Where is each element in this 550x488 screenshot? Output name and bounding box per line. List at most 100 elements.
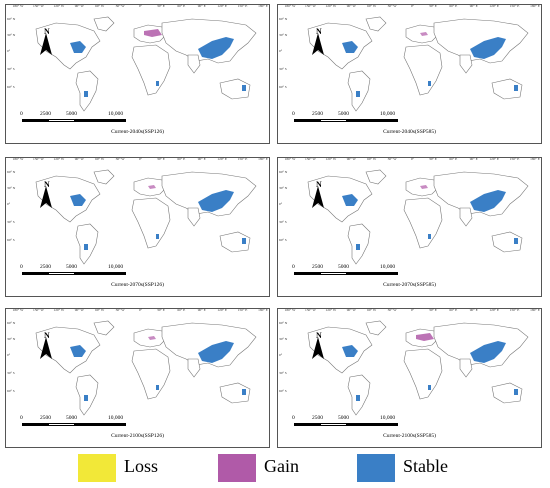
map-panel: 180° W 150° W 120° W 90° W 60° W 30° W 0° 30° E… xyxy=(5,308,270,448)
north-arrow-icon xyxy=(40,186,52,208)
scale-label: 5000 xyxy=(338,111,349,117)
latitude-label: 60° N xyxy=(279,17,288,21)
asia-outline xyxy=(161,171,257,217)
greenland-outline xyxy=(93,320,115,336)
latitude-label: 0° xyxy=(7,202,11,206)
gain-area-europe xyxy=(148,185,156,189)
stable-area-east-asia xyxy=(470,190,506,212)
longitude-label: 30° E xyxy=(156,4,165,8)
longitude-label: 90° W xyxy=(346,157,356,161)
africa-outline xyxy=(131,348,171,400)
latitude-label: 30° N xyxy=(279,33,288,37)
longitude-label: 120° E xyxy=(489,4,499,8)
north-label: N xyxy=(44,180,50,189)
scale-label: 5000 xyxy=(338,264,349,270)
latitude-label: 30° S xyxy=(7,67,15,71)
latitude-label: 30° N xyxy=(7,186,16,190)
latitude-label: 60° S xyxy=(279,238,287,242)
north-arrow-icon xyxy=(40,337,52,359)
scale-bar: 0 2500 5000 10,000 xyxy=(292,415,402,429)
asia-outline xyxy=(161,322,257,368)
scale-segments xyxy=(294,272,398,275)
longitude-label: 180° E xyxy=(258,157,268,161)
stable-area-north-america xyxy=(70,194,86,206)
latitude-label: 30° S xyxy=(279,67,287,71)
longitude-label: 90° W xyxy=(346,4,356,8)
stable-area-east-asia xyxy=(198,37,234,59)
australia-outline xyxy=(491,78,523,100)
scale-label: 10,000 xyxy=(108,415,124,421)
latitude-label: 30° S xyxy=(7,371,15,375)
map-panel: 180° W 150° W 120° W 90° W 60° W 30° W 0° 30° E… xyxy=(277,4,542,144)
latitude-labels: 60° N 30° N 0° 30° S 60° S xyxy=(7,5,17,143)
latitude-label: 60° N xyxy=(279,321,288,325)
stable-area-africa xyxy=(156,385,159,390)
longitude-label: 0° xyxy=(410,157,415,161)
longitude-label: 150° E xyxy=(509,308,520,312)
longitude-label: 120° E xyxy=(217,157,227,161)
stable-area-north-america xyxy=(70,345,86,357)
longitude-label: 120° E xyxy=(217,308,227,312)
latitude-label: 30° S xyxy=(7,220,15,224)
scale-label: 0 xyxy=(292,111,295,117)
north-arrow-icon xyxy=(312,33,324,55)
longitude-label: 150° E xyxy=(509,4,520,8)
longitude-label: 120° E xyxy=(489,157,499,161)
scale-bar: 0 2500 5000 10,000 xyxy=(20,415,130,429)
stable-area-africa xyxy=(428,234,431,239)
asia-outline xyxy=(433,322,529,368)
longitude-label: 30° E xyxy=(156,308,165,312)
longitude-label: 180° E xyxy=(530,308,540,312)
longitude-label: 30° W xyxy=(387,157,397,161)
scale-label: 2500 xyxy=(40,111,51,117)
longitude-label: 150° W xyxy=(33,4,44,8)
longitude-label: 90° E xyxy=(469,308,478,312)
australia-outline xyxy=(491,231,523,253)
stable-area-south-america xyxy=(356,395,360,401)
longitude-label: 150° W xyxy=(305,308,316,312)
scale-label: 5000 xyxy=(66,264,77,270)
latitude-label: 60° N xyxy=(7,17,16,21)
longitude-label: 30° E xyxy=(156,157,165,161)
scale-label: 2500 xyxy=(40,415,51,421)
latitude-label: 60° N xyxy=(7,321,16,325)
scale-bar: 0 2500 5000 10,000 xyxy=(20,264,130,278)
longitude-label: 180° W xyxy=(12,308,24,312)
world-map xyxy=(35,16,257,112)
scale-label: 10,000 xyxy=(380,264,396,270)
longitude-label: 150° W xyxy=(305,157,316,161)
scale-label: 0 xyxy=(20,264,23,270)
longitude-label: 60° E xyxy=(449,308,458,312)
longitude-labels: 180° W 150° W 120° W 90° W 60° W 30° W 0° 30° E… xyxy=(278,157,541,163)
longitude-label: 120° W xyxy=(53,308,65,312)
north-arrow-icon xyxy=(40,33,52,55)
africa-outline xyxy=(403,348,443,400)
longitude-label: 60° W xyxy=(95,4,105,8)
longitude-label: 90° E xyxy=(197,4,206,8)
longitude-label: 120° E xyxy=(217,4,227,8)
gain-swatch xyxy=(218,454,256,482)
scale-labels: 0 2500 5000 10,000 xyxy=(292,264,402,271)
legend-label-gain: Gain xyxy=(264,456,299,476)
scale-label: 5000 xyxy=(338,415,349,421)
stable-area-east-asia xyxy=(470,341,506,363)
longitude-label: 60° E xyxy=(177,4,186,8)
longitude-label: 120° W xyxy=(53,157,65,161)
longitude-label: 30° W xyxy=(115,157,125,161)
latitude-label: 60° S xyxy=(279,85,287,89)
scale-label: 2500 xyxy=(40,264,51,270)
stable-area-africa xyxy=(156,81,159,86)
longitude-label: 90° E xyxy=(197,308,206,312)
australia-outline xyxy=(219,231,251,253)
scale-label: 2500 xyxy=(312,415,323,421)
greenland-outline xyxy=(93,16,115,32)
gain-area-europe xyxy=(416,333,434,341)
longitude-label: 90° E xyxy=(469,4,478,8)
longitude-label: 60° E xyxy=(177,308,186,312)
longitude-label: 150° W xyxy=(33,157,44,161)
india-outline xyxy=(459,358,473,378)
latitude-label: 60° S xyxy=(7,389,15,393)
map-panel: 180° W 150° W 120° W 90° W 60° W 30° W 0° 30° E… xyxy=(5,157,270,297)
gain-area-europe xyxy=(420,185,428,189)
latitude-label: 60° S xyxy=(7,238,15,242)
